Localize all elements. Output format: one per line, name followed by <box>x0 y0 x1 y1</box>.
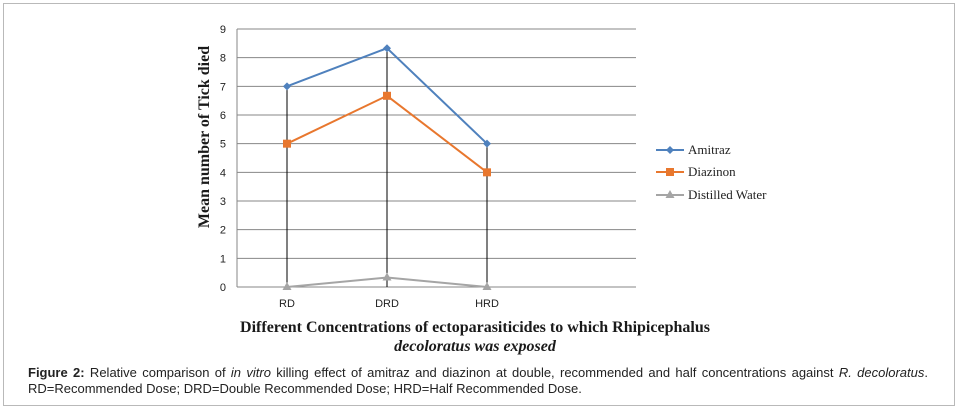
y-tick-label: 8 <box>220 53 226 65</box>
series-point <box>282 282 292 290</box>
species-italic: decoloratus was exposed <box>394 338 556 355</box>
series-group <box>282 44 492 290</box>
caption-label: Figure 2: <box>28 365 85 380</box>
x-axis-title-line1: Different Concentrations of ectoparasiti… <box>240 319 710 336</box>
x-tick-labels: RD DRD HRD <box>279 298 499 310</box>
figure-frame <box>3 3 955 406</box>
series-point <box>383 91 391 100</box>
x-tick-label: DRD <box>375 298 399 310</box>
y-axis-title: Mean number of Tick died <box>196 45 213 229</box>
legend-label: Amitraz <box>688 142 731 157</box>
caption-italic-1: in vitro <box>230 365 271 380</box>
series-point <box>665 190 675 198</box>
caption-text-1: Relative comparison of <box>84 365 231 380</box>
y-tick-label: 4 <box>220 167 226 179</box>
legend-label: Diazinon <box>688 164 736 179</box>
series-point <box>283 139 291 148</box>
drop-lines <box>286 48 488 287</box>
series-diazinon <box>283 91 491 177</box>
series-point <box>283 82 291 91</box>
legend-entry: Diazinon <box>656 164 736 179</box>
caption-italic-2: R. decoloratus <box>838 365 925 380</box>
series-point <box>483 168 491 177</box>
figure-caption: Figure 2: Relative comparison of in vitr… <box>28 365 928 397</box>
legend: Amitraz Diazinon Distilled Water <box>656 142 767 202</box>
y-tick-label: 5 <box>220 139 226 151</box>
x-tick-label: HRD <box>475 298 499 310</box>
y-tick-label: 1 <box>220 253 226 265</box>
y-tick-label: 9 <box>220 24 226 36</box>
legend-label: Distilled Water <box>688 187 767 202</box>
series-distilled-water <box>282 272 492 290</box>
series-point <box>383 44 391 53</box>
series-point <box>482 282 492 290</box>
series-amitraz <box>283 44 491 148</box>
gridlines <box>237 28 636 259</box>
y-tick-label: 6 <box>220 110 226 122</box>
series-point <box>483 139 491 148</box>
series-point <box>382 272 392 281</box>
caption-text-3: . RD=Recommended Dose; DRD=Double Recomm… <box>28 365 929 396</box>
series-point <box>666 146 674 154</box>
y-tick-label: 3 <box>220 196 226 208</box>
y-tick-label: 7 <box>220 81 226 93</box>
y-tick-label: 2 <box>220 225 226 237</box>
series-point <box>666 168 674 176</box>
x-tick-label: RD <box>279 298 295 310</box>
x-axis-title-line2: decoloratus was exposed <box>200 337 750 356</box>
legend-entry: Distilled Water <box>656 187 767 202</box>
y-tick-label: 0 <box>220 282 226 294</box>
legend-entry: Amitraz <box>656 142 731 157</box>
x-axis-title: Different Concentrations of ectoparasiti… <box>200 318 750 356</box>
axes <box>236 29 636 288</box>
caption-text-2: killing effect of amitraz and diazinon a… <box>270 365 839 380</box>
y-tick-labels: 0 1 2 3 4 5 6 7 8 9 <box>220 24 226 294</box>
